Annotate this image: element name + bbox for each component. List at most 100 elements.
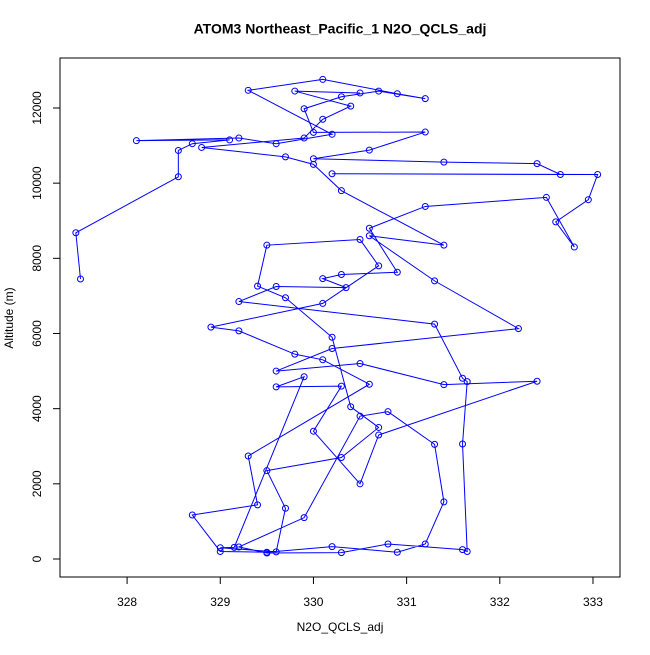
data-point <box>272 140 280 148</box>
chart-title: ATOM3 Northeast_Pacific_1 N2O_QCLS_adj <box>194 21 487 37</box>
x-tick-label: 330 <box>303 595 323 609</box>
data-point <box>281 504 289 512</box>
data-point <box>459 374 467 382</box>
data-point <box>552 218 560 226</box>
data-point <box>235 327 243 335</box>
data-point <box>384 408 392 416</box>
data-point <box>440 241 448 249</box>
data-point <box>375 431 383 439</box>
data-point <box>570 243 578 251</box>
data-point <box>337 187 345 195</box>
data-point <box>365 146 373 154</box>
x-tick-label: 328 <box>117 595 137 609</box>
data-point <box>319 299 327 307</box>
data-point <box>365 232 373 240</box>
data-point <box>356 412 364 420</box>
data-point <box>421 95 429 103</box>
data-point <box>272 283 280 291</box>
data-point <box>263 467 271 475</box>
y-tick-label: 10000 <box>30 166 44 200</box>
data-point <box>542 193 550 201</box>
data-point <box>216 544 224 552</box>
data-point <box>174 146 182 154</box>
data-point <box>300 134 308 142</box>
data-point <box>72 229 80 237</box>
y-tick-label: 0 <box>30 555 44 562</box>
data-point <box>356 360 364 368</box>
data-point <box>431 320 439 328</box>
data-point <box>309 160 317 168</box>
data-point <box>76 275 84 283</box>
data-point <box>328 130 336 138</box>
data-point <box>584 196 592 204</box>
data-point <box>291 87 299 95</box>
x-tick-label: 332 <box>490 595 510 609</box>
data-point <box>281 294 289 302</box>
data-point <box>594 171 602 179</box>
data-point <box>188 511 196 519</box>
data-point <box>328 345 336 353</box>
data-point <box>328 170 336 178</box>
y-tick-label: 12000 <box>30 91 44 125</box>
x-tick-label: 333 <box>583 595 603 609</box>
data-point <box>230 543 238 551</box>
data-point <box>375 87 383 95</box>
data-point <box>132 137 140 145</box>
data-point <box>174 173 182 181</box>
data-point <box>319 356 327 364</box>
data-point <box>463 547 471 555</box>
data-line <box>75 78 599 554</box>
data-point <box>463 378 471 386</box>
data-point <box>272 367 280 375</box>
data-point <box>188 140 196 148</box>
data-point <box>393 90 401 98</box>
data-point <box>440 381 448 389</box>
data-point <box>254 501 262 509</box>
y-tick-label: 4000 <box>30 395 44 422</box>
data-point <box>337 454 345 462</box>
data-point <box>281 153 289 161</box>
data-point <box>198 143 206 151</box>
data-point <box>319 75 327 83</box>
data-point <box>319 275 327 283</box>
data-point <box>254 282 262 290</box>
data-point <box>342 284 350 292</box>
data-point <box>356 480 364 488</box>
data-point <box>244 86 252 94</box>
data-point <box>300 373 308 381</box>
data-point <box>421 128 429 136</box>
data-point <box>375 262 383 270</box>
data-point <box>337 93 345 101</box>
data-point <box>226 136 234 144</box>
data-point <box>328 543 336 551</box>
data-point <box>431 440 439 448</box>
data-point <box>263 241 271 249</box>
data-point <box>216 547 224 555</box>
data-point <box>309 427 317 435</box>
data-point <box>393 268 401 276</box>
data-point <box>309 128 317 136</box>
data-point <box>459 546 467 554</box>
data-point <box>235 298 243 306</box>
data-point <box>365 380 373 388</box>
data-point <box>300 105 308 113</box>
data-point <box>431 277 439 285</box>
x-tick-label: 331 <box>397 595 417 609</box>
data-point <box>356 89 364 97</box>
data-point <box>291 350 299 358</box>
data-point <box>356 236 364 244</box>
data-point <box>207 323 215 331</box>
data-point <box>319 115 327 123</box>
data-point <box>337 382 345 390</box>
plot-frame <box>59 57 621 578</box>
y-axis-label: Altitude (m) <box>2 287 16 348</box>
data-point <box>347 403 355 411</box>
data-point <box>514 325 522 333</box>
x-tick-label: 329 <box>210 595 230 609</box>
data-point <box>272 548 280 556</box>
data-point <box>347 102 355 110</box>
data-point <box>328 333 336 341</box>
data-point <box>235 134 243 142</box>
